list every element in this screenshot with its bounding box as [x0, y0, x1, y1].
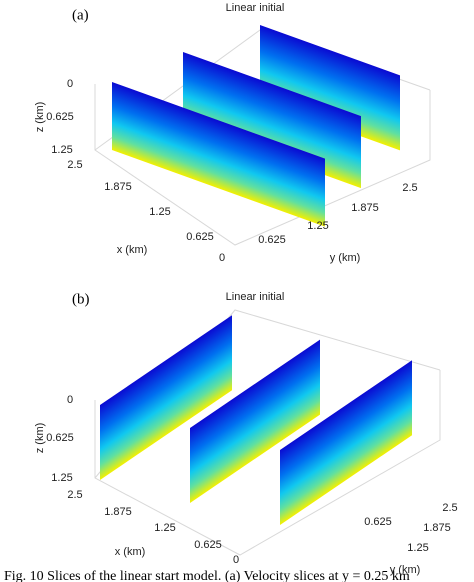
x-tick-label: 2.5 [67, 489, 82, 501]
z-tick-label: 0.625 [46, 111, 74, 123]
velocity-slice [190, 339, 320, 503]
y-tick-label: 1.875 [351, 202, 379, 214]
z-axis-label: z (km) [34, 423, 46, 454]
z-tick-label: 0 [67, 394, 73, 406]
velocity-slice [100, 315, 232, 480]
z-tick-label: 1.25 [51, 472, 72, 484]
slice-surface [190, 339, 320, 503]
y-tick-label: 1.25 [407, 542, 428, 554]
slice-surface [280, 360, 412, 525]
x-tick-label: 1.25 [149, 206, 170, 218]
z-tick-label: 0 [67, 78, 73, 90]
y-tick-label: 2.5 [402, 182, 417, 194]
y-tick-label: 2.5 [442, 502, 457, 514]
panel-label: (b) [72, 291, 90, 307]
y-tick-label: 0.625 [258, 234, 286, 246]
y-tick-label: 0.625 [364, 516, 392, 528]
x-axis-label: x (km) [117, 244, 148, 256]
y-axis-label: y (km) [330, 252, 361, 264]
plot-title: Linear initial [226, 2, 285, 14]
x-tick-label: 1.875 [104, 506, 132, 518]
velocity-slice [260, 25, 400, 151]
x-tick-label: 0 [219, 252, 225, 264]
slice-surface [260, 25, 400, 151]
y-axis-label: y (km) [390, 564, 421, 576]
slice-surface [183, 52, 361, 189]
panel-label: (a) [72, 7, 89, 23]
z-tick-label: 0.625 [46, 432, 74, 444]
y-tick-label: 1.25 [307, 220, 328, 232]
slice-surface [100, 315, 232, 480]
x-axis-label: x (km) [115, 546, 146, 558]
x-tick-label: 2.5 [67, 159, 82, 171]
y-tick-label: 1.875 [423, 522, 451, 534]
x-tick-label: 1.875 [104, 181, 132, 193]
velocity-slice [280, 360, 412, 525]
velocity-slice [183, 52, 361, 189]
x-tick-label: 0.625 [194, 539, 222, 551]
x-tick-label: 0.625 [186, 231, 214, 243]
z-axis-label: z (km) [34, 102, 46, 133]
x-tick-label: 0 [233, 554, 239, 566]
velocity-slice [112, 82, 325, 227]
x-tick-label: 1.25 [154, 522, 175, 534]
caption: Fig. 10 Slices of the linear start model… [4, 569, 410, 582]
z-tick-label: 1.25 [51, 144, 72, 156]
plot-title: Linear initial [226, 291, 285, 303]
slice-surface [112, 82, 325, 227]
